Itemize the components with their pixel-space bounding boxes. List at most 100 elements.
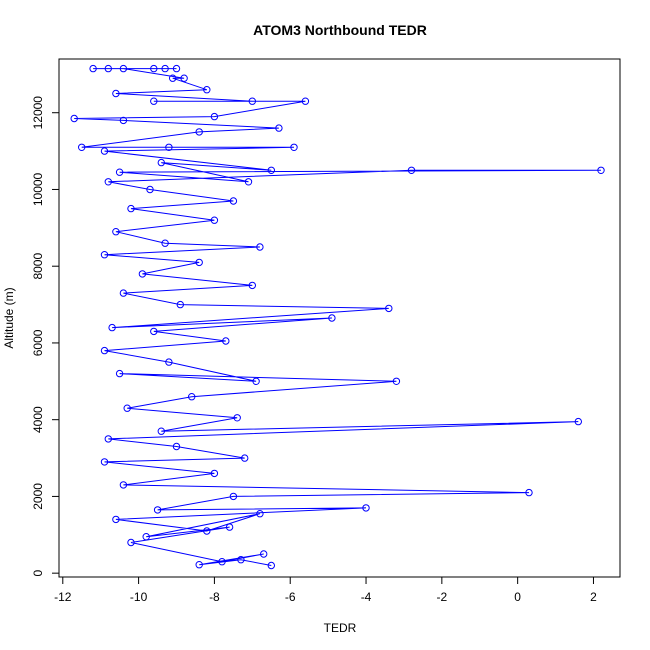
data-point: [267, 166, 275, 175]
data-point: [248, 281, 257, 290]
data-point: [241, 454, 249, 462]
y-tick-label: 10000: [31, 172, 45, 206]
data-point: [123, 404, 131, 412]
data-point: [229, 492, 238, 501]
data-point: [104, 435, 113, 443]
data-point: [176, 300, 185, 309]
y-tick-label: 4000: [31, 406, 45, 433]
data-point: [385, 304, 393, 313]
data-point: [157, 427, 166, 435]
data-point: [100, 346, 109, 355]
data-point: [362, 504, 370, 512]
data-point: [112, 515, 120, 524]
data-point: [392, 377, 401, 385]
data-point: [70, 114, 78, 123]
data-point: [172, 442, 181, 451]
data-point: [244, 178, 253, 186]
data-point: [301, 97, 310, 105]
x-tick-label: -2: [437, 590, 448, 604]
y-tick-label: 12000: [31, 96, 45, 130]
data-point: [127, 204, 135, 213]
data-point: [256, 510, 264, 518]
data-point: [328, 314, 336, 322]
x-tick-label: -12: [54, 590, 72, 604]
data-point: [165, 358, 173, 366]
y-axis-label: Altitude (m): [2, 287, 16, 348]
data-point: [218, 558, 226, 566]
x-axis: -12 -10 -8 -6 -4 -2 0 2: [54, 576, 597, 604]
data-point: [104, 178, 113, 186]
data-point: [112, 228, 120, 236]
data-point: [180, 74, 188, 82]
data-point: [161, 64, 169, 73]
data-point: [100, 458, 109, 466]
data-point: [115, 369, 124, 378]
chart-title: ATOM3 Northbound TEDR: [253, 22, 427, 38]
data-point: [100, 251, 109, 259]
data-point: [150, 97, 158, 105]
x-axis-label: TEDR: [324, 621, 357, 635]
x-tick-label: 0: [514, 590, 521, 604]
data-point: [290, 143, 298, 152]
data-point: [138, 270, 147, 278]
series-layer: [70, 64, 605, 570]
data-point: [146, 185, 154, 194]
data-point: [188, 393, 196, 401]
data-point: [89, 64, 97, 73]
data-point: [119, 481, 128, 489]
y-axis: 0 2000 4000 6000 8000 10000 12000: [31, 96, 60, 577]
data-point: [150, 64, 158, 73]
data-point: [108, 323, 116, 332]
data-point: [153, 506, 162, 514]
data-point: [127, 538, 135, 547]
data-point: [150, 327, 158, 336]
data-point: [119, 64, 128, 73]
data-point: [161, 239, 169, 247]
x-tick-label: -10: [130, 590, 148, 604]
data-point: [169, 74, 177, 82]
x-tick-label: 2: [590, 590, 597, 604]
data-point: [222, 337, 230, 345]
data-point: [203, 527, 211, 535]
data-point: [248, 97, 257, 105]
plot-frame: [58, 58, 621, 578]
data-point: [142, 533, 150, 541]
data-point: [210, 216, 219, 224]
data-point: [267, 561, 275, 570]
data-point: [78, 143, 86, 152]
y-tick-label: 8000: [31, 253, 45, 280]
data-point: [104, 64, 113, 73]
data-point: [195, 128, 203, 136]
data-point: [195, 258, 203, 267]
y-tick-label: 0: [31, 570, 45, 577]
x-tick-label: -8: [209, 590, 220, 604]
data-point: [195, 561, 203, 569]
data-point: [115, 168, 124, 176]
data-point: [597, 166, 605, 175]
data-point: [119, 116, 128, 125]
data-point: [275, 124, 283, 132]
data-point: [225, 523, 234, 531]
data-point: [229, 197, 238, 205]
data-point: [210, 112, 219, 121]
data-point: [256, 243, 264, 251]
data-point: [407, 166, 416, 175]
data-point: [172, 64, 181, 73]
series-line: [74, 68, 602, 566]
data-point: [165, 143, 173, 152]
data-point: [119, 289, 128, 297]
data-point: [112, 89, 120, 98]
data-point: [100, 147, 109, 155]
data-point: [252, 377, 260, 385]
data-point: [574, 417, 582, 426]
data-point: [525, 488, 533, 497]
y-tick-label: 2000: [31, 483, 45, 510]
data-point: [157, 158, 166, 167]
data-point: [260, 550, 268, 558]
data-point: [233, 414, 241, 422]
x-tick-label: -4: [361, 590, 372, 604]
data-point: [237, 556, 245, 564]
data-point: [210, 469, 219, 478]
data-point: [203, 86, 211, 94]
